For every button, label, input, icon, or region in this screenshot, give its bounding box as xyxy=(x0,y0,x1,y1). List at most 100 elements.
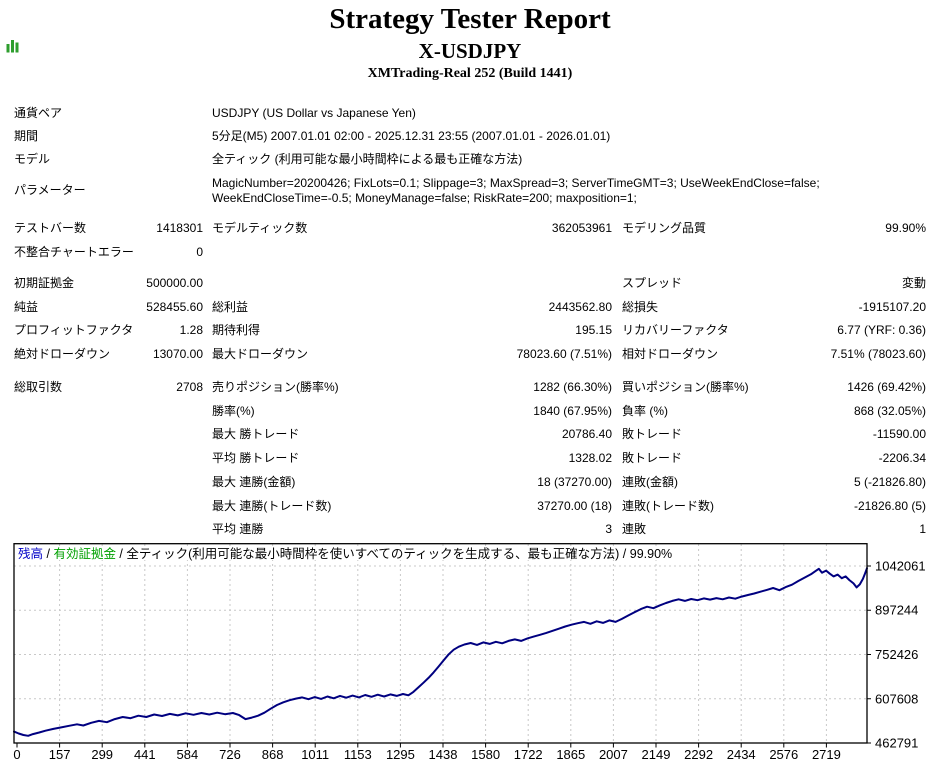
row-label-3: 連敗 xyxy=(622,522,647,536)
x-axis-label: 2292 xyxy=(684,747,713,761)
row-value-2: 1328.02 xyxy=(568,451,612,465)
row-value-3: -2206.34 xyxy=(878,451,926,465)
row-label-3: リカバリーファクタ xyxy=(622,323,729,337)
row-label-2: 総利益 xyxy=(212,300,249,314)
balance-chart-svg: 残高 / 有効証拠金 / 全ティック(利用可能な最小時間枠を使いすべてのティック… xyxy=(13,543,926,761)
table-row: パラメーター MagicNumber=20200426; FixLots=0.1;… xyxy=(0,176,940,205)
row-value-1: 2708 xyxy=(176,380,203,394)
table-row: 平均 連勝 3 連敗 1 xyxy=(0,522,940,538)
row-value-3: -11590.00 xyxy=(872,427,926,441)
row-value-3: 1 xyxy=(919,522,926,536)
table-row: 平均 勝トレード 1328.02 敗トレード -2206.34 xyxy=(0,451,940,467)
row-label-2: 期待利得 xyxy=(212,323,261,337)
y-axis-label: 607608 xyxy=(875,691,918,706)
x-axis-label: 157 xyxy=(49,747,71,761)
row-value-1: 0 xyxy=(196,245,203,259)
row-value-2: 1840 (67.95%) xyxy=(533,404,612,418)
row-label-1: 絶対ドローダウン xyxy=(14,347,111,361)
row-label-1: モデル xyxy=(14,152,51,166)
row-value-2: 37270.00 (18) xyxy=(537,499,612,513)
axis-ticks xyxy=(16,565,871,748)
row-value-3: 1426 (69.42%) xyxy=(847,380,926,394)
row-label-1: 純益 xyxy=(14,300,39,314)
x-axis-label: 1438 xyxy=(429,747,458,761)
x-axis-label: 1295 xyxy=(386,747,415,761)
row-value-3: 868 (32.05%) xyxy=(853,404,926,418)
row-value-1: 13070.00 xyxy=(152,347,203,361)
report-table: 通貨ペア USDJPY (US Dollar vs Japanese Yen) 期間… xyxy=(0,106,940,538)
x-axis-label: 299 xyxy=(91,747,113,761)
row-label-2: モデルティック数 xyxy=(212,221,308,235)
x-axis-label: 1580 xyxy=(471,747,500,761)
row-label-3: 敗トレード xyxy=(622,451,683,465)
x-axis-label: 0 xyxy=(13,747,20,761)
green-bar-chart-icon xyxy=(6,40,19,53)
table-row: 純益 528455.60 総利益 2443562.80 総損失 -1915107.20 xyxy=(0,300,940,316)
row-label-1: 通貨ペア xyxy=(14,106,63,120)
table-row: 初期証拠金 500000.00 スプレッド 変動 xyxy=(0,276,940,292)
row-value-2: 2443562.80 xyxy=(548,300,612,314)
table-row: 不整合チャートエラー 0 xyxy=(0,245,940,261)
row-label-2: 最大 連勝(トレード数) xyxy=(212,499,332,513)
table-row: 勝率(%) 1840 (67.95%) 負率 (%) 868 (32.05%) xyxy=(0,404,940,420)
table-row: 絶対ドローダウン 13070.00 最大ドローダウン 78023.60 (7.51%)… xyxy=(0,347,940,363)
row-value-2: 20786.40 xyxy=(561,427,612,441)
x-axis-label: 1865 xyxy=(556,747,585,761)
x-axis-label: 1722 xyxy=(514,747,543,761)
row-label-3: 相対ドローダウン xyxy=(622,347,719,361)
row-label-1: パラメーター xyxy=(14,183,86,197)
legend-balance-label: 残高 xyxy=(18,546,43,561)
parameter-line: WeekEndCloseTime=-0.5; MoneyManage=false… xyxy=(212,191,637,205)
row-wide-value: 5分足(M5) 2007.01.01 02:00 - 2025.12.31 23… xyxy=(212,129,611,143)
legend-background xyxy=(15,547,668,560)
x-axis-label: 726 xyxy=(219,747,241,761)
row-value-1: 528455.60 xyxy=(146,300,203,314)
green-bar-chart-icon-bars xyxy=(6,40,19,53)
row-label-2: 平均 連勝 xyxy=(212,522,264,536)
row-label-2: 売りポジション(勝率%) xyxy=(212,380,339,394)
row-value-3: 6.77 (YRF: 0.36) xyxy=(837,323,926,337)
table-row: 総取引数 2708 売りポジション(勝率%) 1282 (66.30%) 買いポジション… xyxy=(0,380,940,396)
row-value-2: 3 xyxy=(605,522,612,536)
x-axis-label: 1153 xyxy=(344,747,372,761)
row-label-1: 総取引数 xyxy=(14,380,63,394)
x-axis-label: 2719 xyxy=(812,747,841,761)
balance-curve xyxy=(13,567,868,737)
chart-gridlines xyxy=(14,544,867,743)
row-label-1: 初期証拠金 xyxy=(14,276,75,290)
table-row: プロフィットファクタ 1.28 期待利得 195.15 リカバリーファクタ 6.77 (Y… xyxy=(0,323,940,339)
row-wide-value: MagicNumber=20200426; FixLots=0.1; Slipp… xyxy=(212,176,922,206)
row-label-3: スプレッド xyxy=(622,276,683,290)
table-row: モデル 全ティック (利用可能な最小時間枠による最も正確な方法) xyxy=(0,152,940,168)
y-axis-label: 462791 xyxy=(875,736,918,751)
row-value-2: 1282 (66.30%) xyxy=(533,380,612,394)
x-axis-label: 2149 xyxy=(642,747,671,761)
row-label-2: 平均 勝トレード xyxy=(212,451,300,465)
row-value-2: 18 (37270.00) xyxy=(537,475,612,489)
row-value-1: 1418301 xyxy=(156,221,203,235)
row-label-1: 期間 xyxy=(14,129,39,143)
legend-model-quality-label: / 全ティック(利用可能な最小時間枠を使いすべてのティックを生成する、最も正確な… xyxy=(116,546,672,561)
y-axis-label: 752426 xyxy=(875,647,918,662)
chart-legend: 残高 / 有効証拠金 / 全ティック(利用可能な最小時間枠を使いすべてのティック… xyxy=(18,546,672,561)
row-label-3: 総損失 xyxy=(622,300,659,314)
row-label-3: 連敗(金額) xyxy=(622,475,678,489)
row-label-1: テストバー数 xyxy=(14,221,87,235)
row-label-2: 最大ドローダウン xyxy=(212,347,309,361)
table-row: 通貨ペア USDJPY (US Dollar vs Japanese Yen) xyxy=(0,106,940,122)
row-value-1: 1.28 xyxy=(179,323,203,337)
row-label-1: 不整合チャートエラー xyxy=(14,245,134,259)
page-title: Strategy Tester Report xyxy=(329,3,611,35)
x-axis-label: 441 xyxy=(134,747,156,761)
balance-chart: 残高 / 有効証拠金 / 全ティック(利用可能な最小時間枠を使いすべてのティック… xyxy=(0,543,940,761)
row-value-2: 195.15 xyxy=(575,323,612,337)
row-label-1: プロフィットファクタ xyxy=(14,323,134,337)
x-axis-label: 2576 xyxy=(769,747,798,761)
x-axis-label: 868 xyxy=(262,747,284,761)
legend-equity-label: 有効証拠金 xyxy=(53,546,116,561)
row-value-2: 362053961 xyxy=(551,221,612,235)
x-axis-label: 2007 xyxy=(599,747,628,761)
row-wide-value: 全ティック (利用可能な最小時間枠による最も正確な方法) xyxy=(212,152,523,166)
row-label-3: 連敗(トレード数) xyxy=(622,499,714,513)
row-label-3: 買いポジション(勝率%) xyxy=(622,380,749,394)
